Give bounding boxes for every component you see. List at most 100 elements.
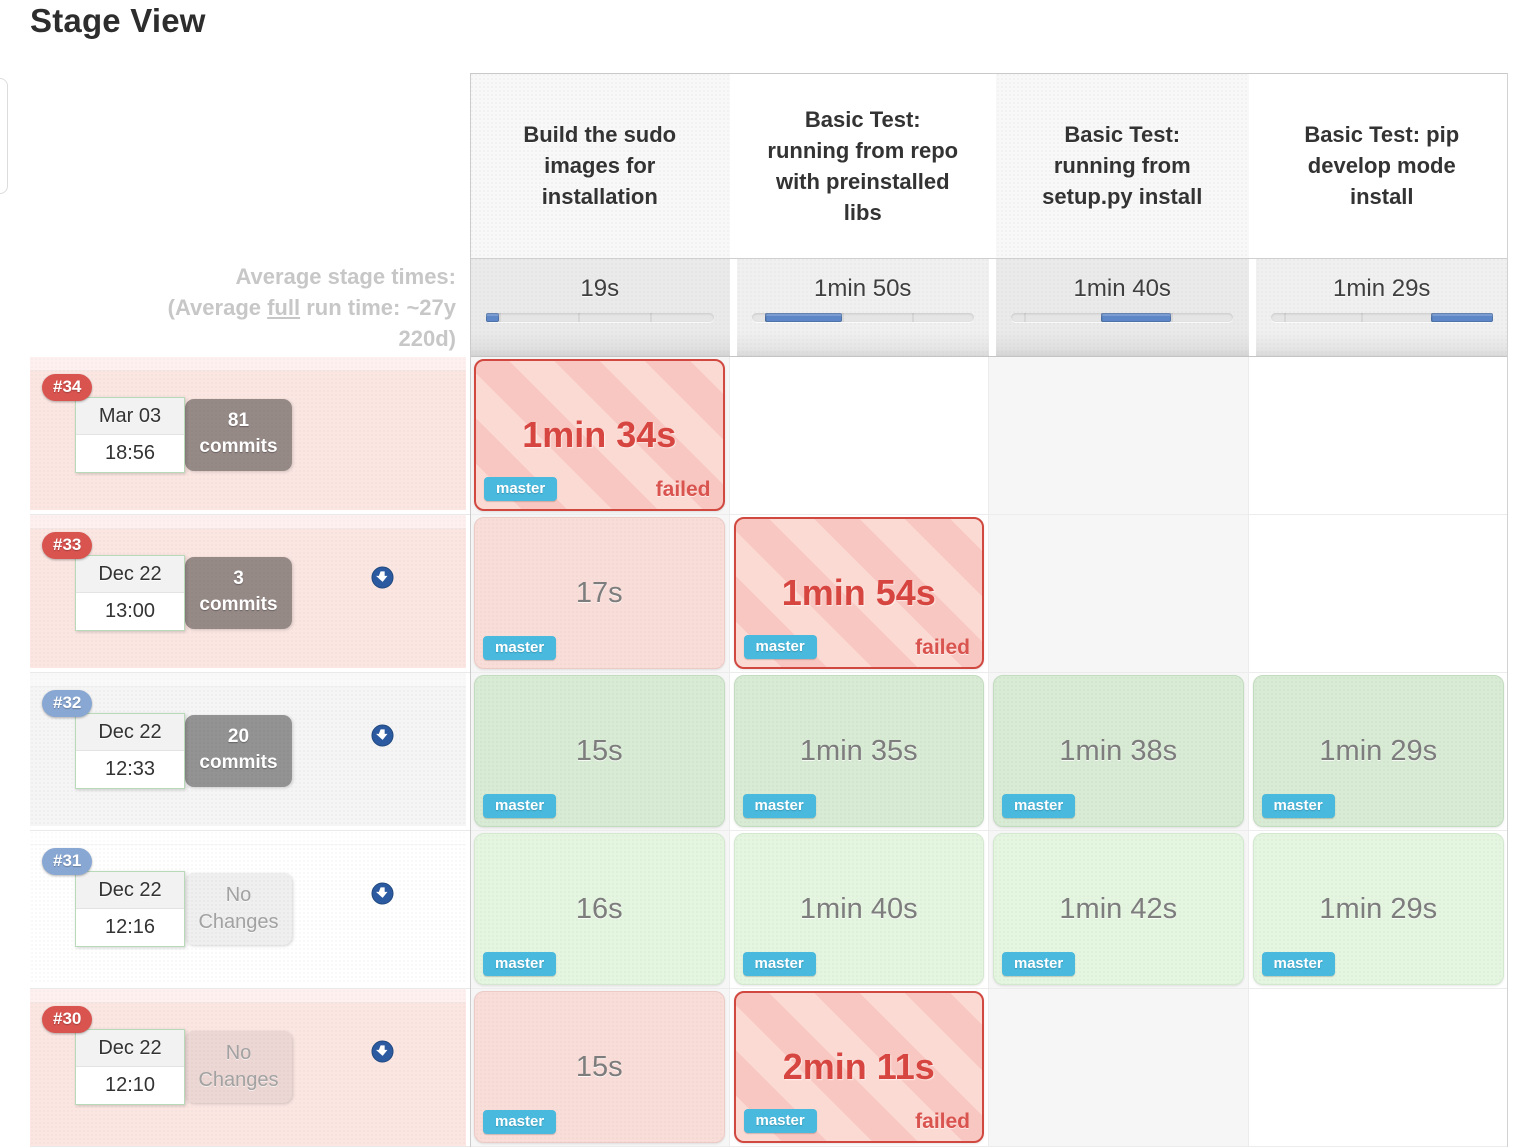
stage-cell[interactable]: 1min 40s master — [733, 833, 984, 985]
stage-cell[interactable]: 2min 11s master failed — [733, 991, 984, 1143]
build-badge[interactable]: #33 — [42, 532, 93, 559]
stage-cell[interactable]: 16s master — [474, 833, 725, 985]
build-changes-line2: commits — [199, 594, 278, 615]
full-run-time-link[interactable]: full — [267, 295, 301, 320]
stage-cell[interactable]: 15s master — [474, 991, 725, 1143]
stage-column-header: Build the sudo images for installation — [470, 73, 730, 258]
stage-view-table: Build the sudo images for installation B… — [30, 73, 1508, 1147]
stage-slot — [1248, 989, 1508, 1147]
changes-download-button[interactable] — [371, 566, 394, 589]
stage-cell-time: 1min 40s — [799, 892, 918, 925]
stage-duration-bar — [1270, 313, 1493, 322]
build-date-box[interactable]: Dec 22 13:00 — [75, 555, 185, 631]
stage-cell[interactable]: 1min 38s master — [993, 675, 1244, 827]
build-date-box[interactable]: Dec 22 12:33 — [75, 713, 185, 789]
stage-column-header: Basic Test: running from repo with prein… — [736, 73, 989, 258]
bar-active-segment — [764, 313, 842, 322]
branch-badge: master — [483, 1110, 557, 1134]
build-badge[interactable]: #31 — [42, 848, 93, 875]
stage-cell[interactable]: 1min 35s master — [733, 675, 984, 827]
average-stage-time-cell: 1min 50s — [736, 258, 989, 357]
stage-cell[interactable]: 1min 54s master failed — [733, 517, 984, 669]
build-date: Dec 22 — [76, 872, 184, 909]
build-time: 12:33 — [104, 758, 156, 780]
build-badge[interactable]: #30 — [42, 1006, 93, 1033]
build-badge[interactable]: #32 — [42, 690, 93, 717]
build-changes[interactable]: 3 commits — [185, 557, 292, 629]
stage-cell[interactable]: 1min 29s master — [1252, 833, 1504, 985]
stage-name: Basic Test: pip develop mode install — [1304, 122, 1460, 209]
bar-segment-tick — [1360, 313, 1363, 322]
stage-cell-time: 1min 35s — [799, 734, 918, 767]
stage-cell[interactable]: 15s master — [474, 675, 725, 827]
build-label: #33 Dec 22 13:00 3 commits — [30, 515, 466, 668]
branch-badge: master — [1261, 952, 1335, 976]
bar-active-segment — [485, 313, 500, 322]
changes-download-button[interactable] — [371, 882, 394, 905]
bar-active-segment — [1101, 313, 1172, 322]
branch-badge: master — [483, 952, 557, 976]
build-date: Dec 22 — [76, 1030, 184, 1067]
stage-slot — [729, 357, 989, 515]
bar-segment-tick — [649, 313, 652, 322]
average-stage-time: 19s — [580, 275, 620, 302]
average-stage-time: 1min 29s — [1333, 275, 1431, 302]
branch-badge: master — [483, 794, 557, 818]
stage-slot: 1min 42s master — [989, 831, 1249, 989]
average-stage-time: 1min 50s — [814, 275, 912, 302]
stage-slot: 17s master — [470, 515, 730, 673]
stage-cell-time: 15s — [575, 1050, 623, 1083]
build-changes[interactable]: No Changes — [185, 873, 292, 945]
side-panel-fragment — [0, 78, 8, 194]
download-icon — [371, 566, 394, 589]
branch-badge: master — [1002, 952, 1076, 976]
branch-badge: master — [1261, 794, 1335, 818]
build-changes-line2: Changes — [198, 1069, 279, 1091]
stage-name: Build the sudo images for installation — [523, 122, 677, 209]
build-time: 12:16 — [104, 916, 156, 938]
stage-cell-time: 1min 38s — [1059, 734, 1178, 767]
build-changes-line1: 81 — [227, 410, 250, 431]
branch-badge: master — [484, 477, 558, 501]
stage-cell[interactable]: 1min 29s master — [1252, 675, 1504, 827]
stage-cell[interactable]: 17s master — [474, 517, 725, 669]
build-changes-line1: 3 — [233, 568, 244, 589]
stage-slot — [989, 515, 1249, 673]
average-stage-time-cell: 1min 29s — [1255, 258, 1508, 357]
build-row-label-cell: #30 Dec 22 12:10 No Changes — [30, 989, 470, 1147]
average-times-label-line: Average stage times: — [235, 264, 456, 289]
changes-download-button[interactable] — [371, 724, 394, 747]
stage-slot: 1min 38s master — [989, 673, 1249, 831]
changes-download-button[interactable] — [371, 1040, 394, 1063]
stage-slot: 1min 40s master — [729, 831, 989, 989]
build-badge[interactable]: #34 — [42, 374, 93, 401]
stage-cell[interactable]: 1min 42s master — [993, 833, 1244, 985]
build-date-box[interactable]: Dec 22 12:10 — [75, 1029, 185, 1105]
stage-slot: 1min 29s master — [1248, 673, 1508, 831]
stage-slot: 15s master — [470, 989, 730, 1147]
stage-duration-bar — [1011, 313, 1234, 322]
branch-badge: master — [742, 794, 816, 818]
failed-flag: failed — [655, 478, 711, 501]
build-date-box[interactable]: Dec 22 12:16 — [75, 871, 185, 947]
build-changes-line1: No — [225, 1042, 252, 1064]
build-time: 12:10 — [104, 1074, 156, 1096]
stage-slot — [989, 357, 1249, 515]
branch-badge: master — [743, 635, 817, 659]
bar-segment-tick — [841, 313, 844, 322]
build-changes[interactable]: No Changes — [185, 1031, 292, 1103]
average-stage-time-cell: 1min 40s — [996, 258, 1249, 357]
stage-duration-bar — [485, 313, 714, 322]
stage-name: Basic Test: running from repo with prein… — [767, 106, 959, 225]
stage-cell[interactable]: 1min 34s master failed — [474, 359, 725, 511]
build-row-label-cell: #34 Mar 03 18:56 81 commits — [30, 357, 470, 515]
build-changes[interactable]: 81 commits — [185, 399, 292, 471]
download-icon — [371, 1040, 394, 1063]
stage-cell-time: 1min 42s — [1059, 892, 1178, 925]
build-changes-line1: No — [225, 884, 252, 906]
bar-active-segment — [1430, 313, 1493, 322]
stage-slot — [989, 989, 1249, 1147]
build-label: #31 Dec 22 12:16 No Changes — [30, 831, 466, 984]
build-date-box[interactable]: Mar 03 18:56 — [75, 397, 185, 473]
build-changes[interactable]: 20 commits — [185, 715, 292, 787]
